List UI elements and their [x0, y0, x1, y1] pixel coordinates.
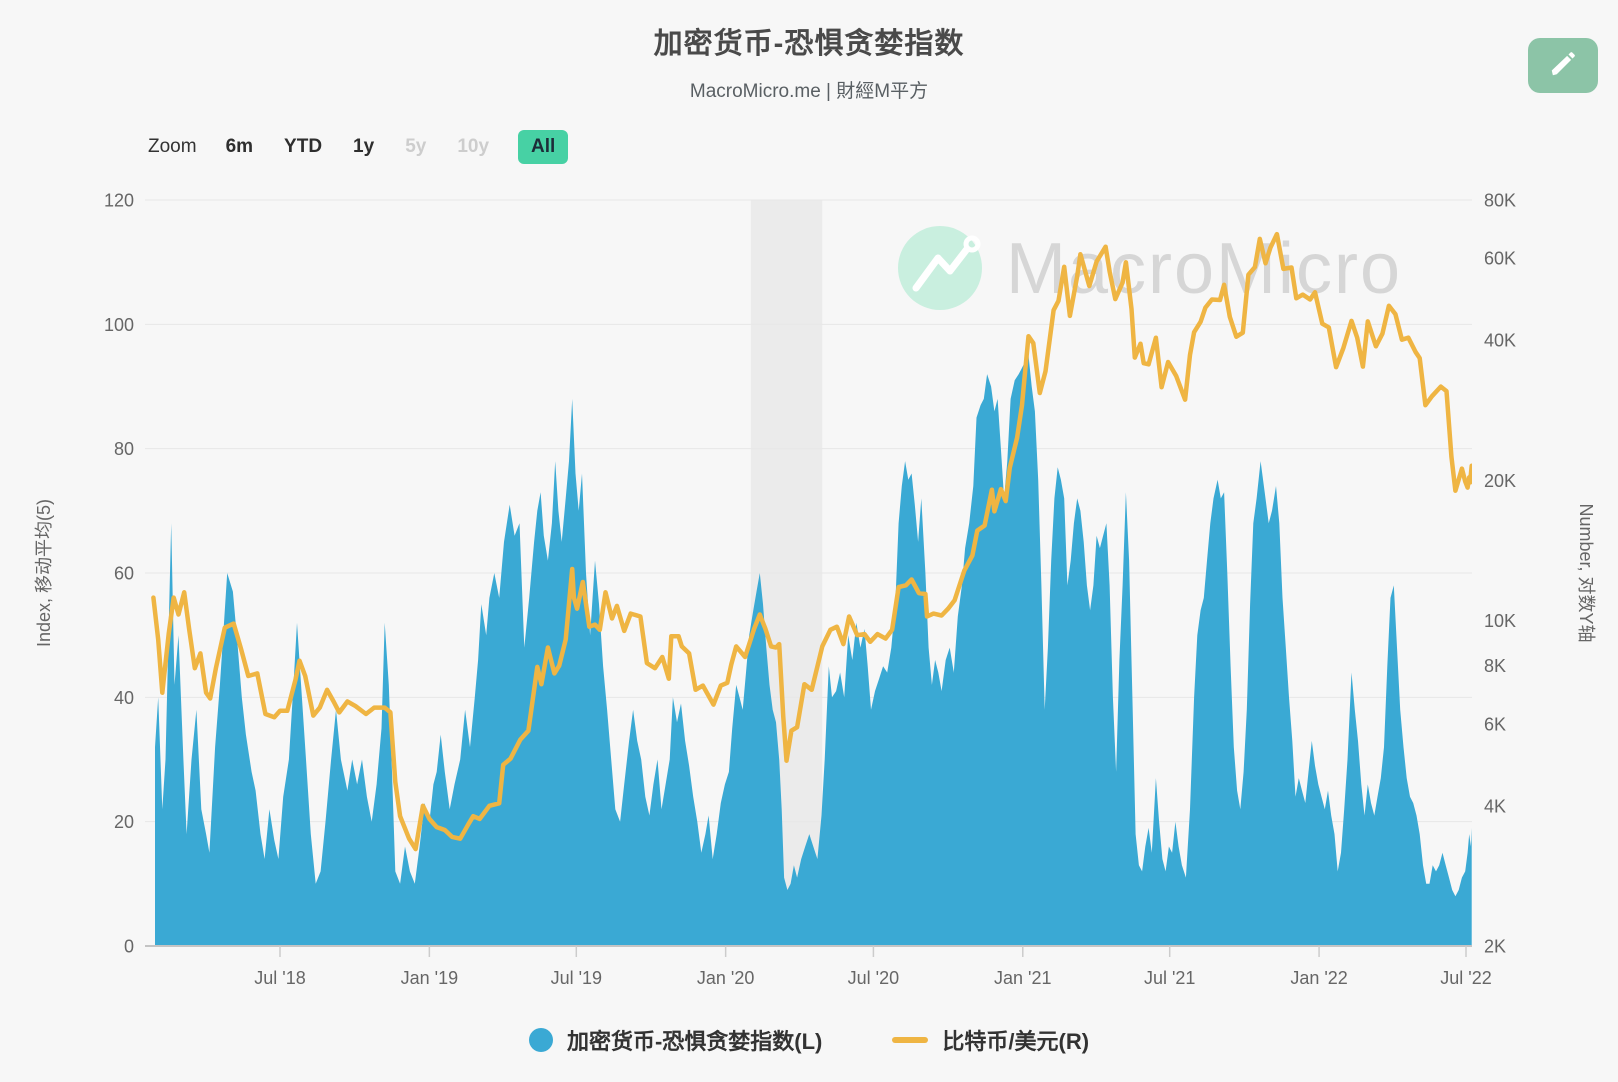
macromicro-watermark: MacroMicro [898, 226, 1400, 310]
x-tick-label: Jul '19 [551, 968, 602, 988]
range-button-10y: 10y [457, 136, 490, 157]
edit-button[interactable] [1528, 38, 1598, 93]
range-selector: Zoom 6m YTD 1y 5y 10y All [148, 130, 569, 164]
left-tick-label: 40 [114, 688, 134, 708]
left-tick-label: 80 [114, 439, 134, 459]
right-tick-label: 60K [1484, 249, 1516, 269]
zoom-label: Zoom [148, 136, 197, 157]
right-tick-label: 2K [1484, 937, 1506, 957]
chart-header: 加密货币-恐惧贪婪指数 MacroMicro.me | 財經M平方 [0, 20, 1618, 103]
right-tick-label: 20K [1484, 471, 1516, 491]
legend-item-fng[interactable]: 加密货币-恐惧贪婪指数(L) [528, 1024, 823, 1056]
right-tick-label: 80K [1484, 191, 1516, 211]
legend-label-fng: 加密货币-恐惧贪婪指数(L) [566, 1029, 823, 1054]
btc-line-series [151, 231, 1472, 852]
x-tick-label: Jul '21 [1144, 968, 1195, 988]
right-tick-label: 4K [1484, 796, 1506, 816]
range-button-6m[interactable]: 6m [225, 136, 254, 157]
left-tick-label: 120 [104, 191, 134, 211]
page-title: 加密货币-恐惧贪婪指数 [653, 28, 965, 60]
range-button-ytd[interactable]: YTD [284, 136, 323, 157]
legend: 加密货币-恐惧贪婪指数(L) 比特币/美元(R) [0, 1024, 1618, 1056]
fng-area-series [155, 355, 1472, 946]
range-button-all[interactable]: All [518, 130, 569, 164]
right-tick-label: 10K [1484, 611, 1516, 631]
left-tick-label: 60 [114, 564, 134, 584]
range-button-5y: 5y [405, 136, 427, 157]
left-tick-label: 0 [124, 937, 134, 957]
left-tick-label: 100 [104, 315, 134, 335]
x-tick-label: Jan '19 [401, 968, 458, 988]
pencil-icon [1548, 49, 1578, 82]
right-axis-labels: 2K 4K 6K 8K 10K 20K 40K 60K 80K [1484, 191, 1516, 957]
x-tick-label: Jan '21 [994, 968, 1051, 988]
legend-label-btc: 比特币/美元(R) [942, 1029, 1090, 1054]
right-tick-label: 6K [1484, 714, 1506, 734]
btc-series-marker [892, 1037, 929, 1043]
right-tick-label: 40K [1484, 331, 1516, 351]
x-axis-labels: Jul '18 Jan '19 Jul '19 Jan '20 Jul '20 Jan '… [254, 968, 1491, 988]
legend-item-btc[interactable]: 比特币/美元(R) [892, 1024, 1089, 1056]
left-axis-title: Index, 移动平均(5) [34, 499, 54, 647]
x-tick-label: Jan '22 [1290, 968, 1347, 988]
x-axis-ticks [279, 946, 1467, 957]
x-tick-label: Jan '20 [697, 968, 754, 988]
page-subtitle: MacroMicro.me | 財經M平方 [689, 81, 929, 102]
x-tick-label: Jul '18 [254, 968, 305, 988]
x-tick-label: Jul '22 [1440, 968, 1491, 988]
left-tick-label: 20 [114, 812, 134, 832]
x-tick-label: Jul '20 [848, 968, 899, 988]
right-axis-title: Number, 对数Y轴 [1576, 503, 1596, 642]
left-axis-labels: 0 20 40 60 80 100 120 [104, 191, 134, 957]
range-button-1y[interactable]: 1y [353, 136, 375, 157]
right-tick-label: 8K [1484, 656, 1506, 676]
fng-series-marker [528, 1028, 553, 1052]
